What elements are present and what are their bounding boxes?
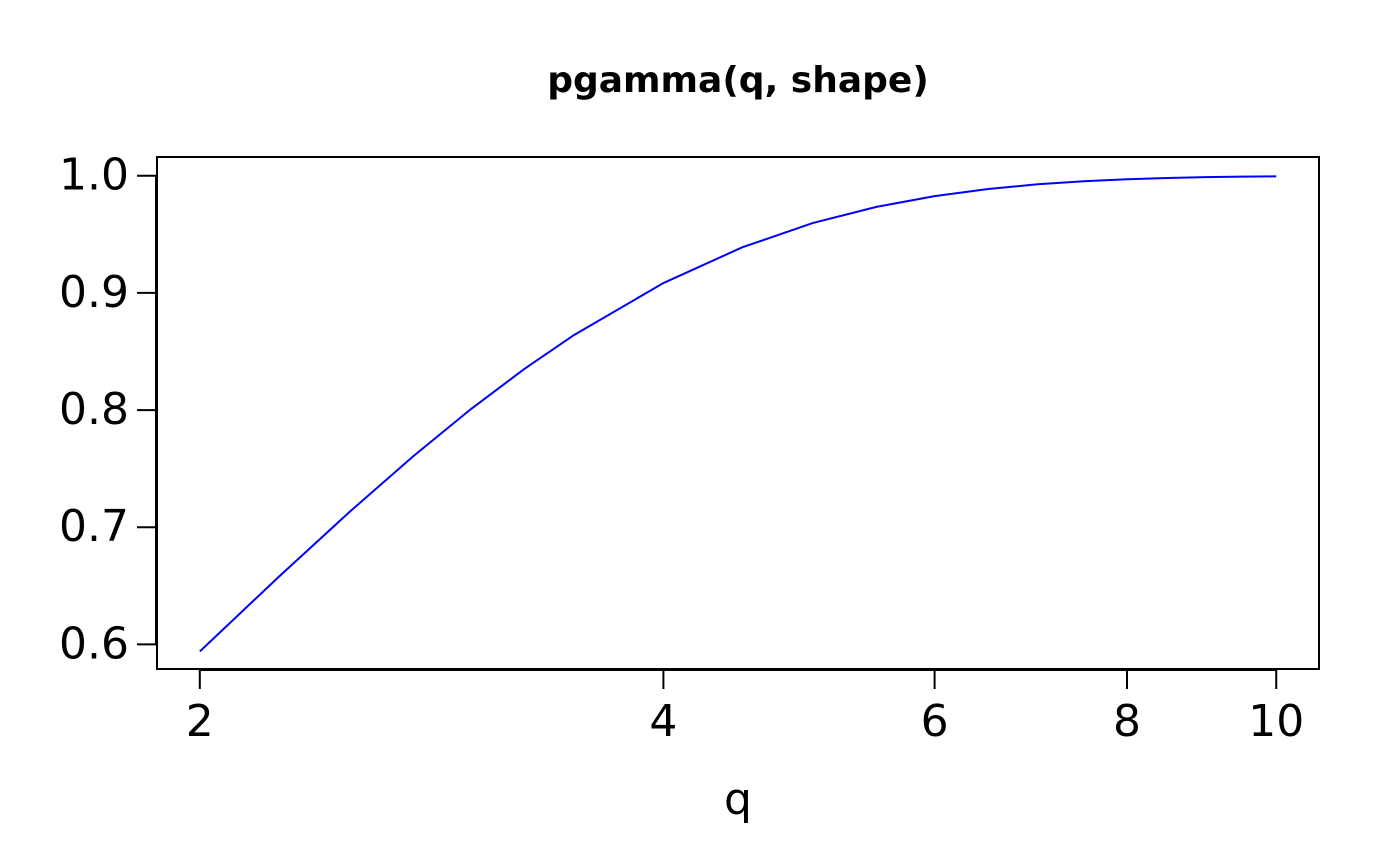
plot-frame (156, 156, 1320, 670)
y-tick-label: 0.6 (59, 618, 129, 669)
x-tick-label: 8 (1113, 696, 1141, 747)
x-axis-label: q (724, 774, 752, 825)
x-tick-label: 4 (649, 696, 677, 747)
data-line (199, 175, 1277, 653)
y-tick-label: 0.9 (59, 267, 129, 318)
chart-title: pgamma(q, shape) (547, 60, 929, 101)
y-tick-label: 0.7 (59, 501, 129, 552)
y-tick-label: 1.0 (59, 150, 129, 201)
x-tick-label: 6 (921, 696, 949, 747)
x-tick-label: 10 (1248, 696, 1304, 747)
y-tick-label: 0.8 (59, 384, 129, 435)
x-tick-label: 2 (186, 696, 214, 747)
